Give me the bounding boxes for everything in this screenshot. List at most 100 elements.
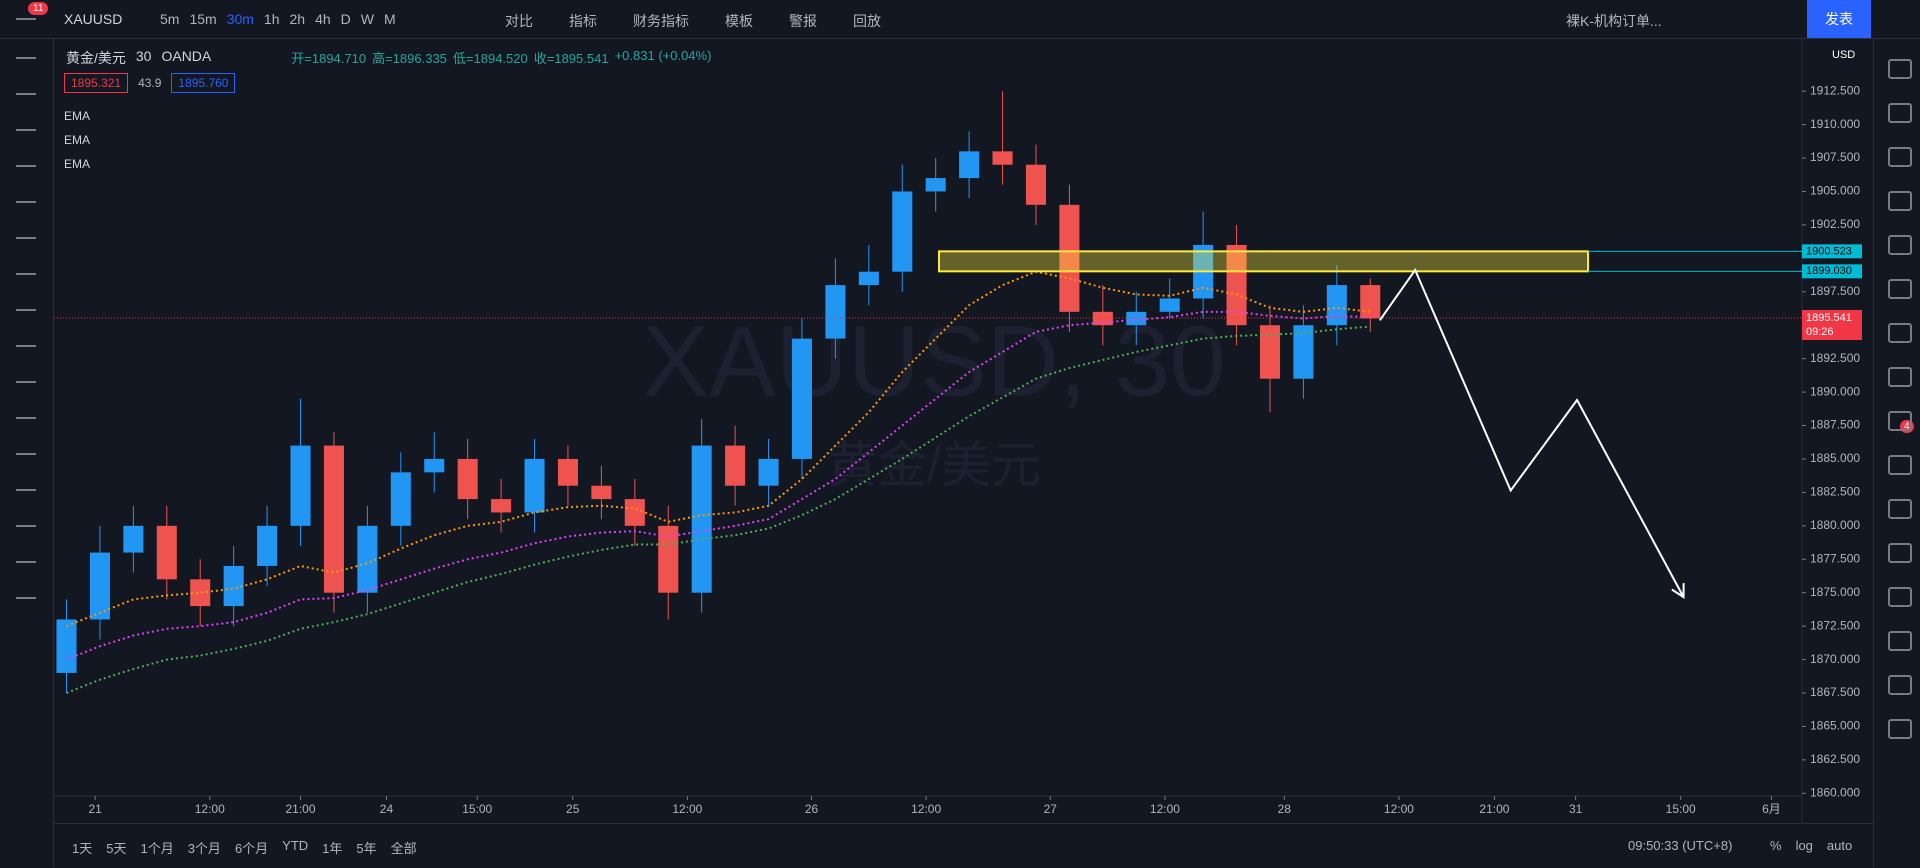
option-button[interactable]: auto xyxy=(1826,838,1853,853)
sidebar-icon[interactable] xyxy=(1888,367,1912,387)
tool-icon[interactable] xyxy=(16,237,36,239)
candle-body xyxy=(691,445,712,593)
ema-line xyxy=(66,310,1371,661)
buttons: 对比 指标 财务指标 模板 警报 回放 xyxy=(505,11,881,31)
publish-button[interactable]: 发表 xyxy=(1807,0,1871,38)
tool-icon[interactable] xyxy=(16,273,36,275)
sidebar-icon[interactable] xyxy=(1888,675,1912,695)
indicator[interactable]: EMA xyxy=(64,133,91,147)
option-button[interactable]: log xyxy=(1795,838,1813,853)
candle-body xyxy=(357,525,378,593)
ohlc-value[interactable]: 收=1895.541 xyxy=(533,51,609,66)
range-button[interactable]: 1天 xyxy=(72,841,93,856)
projection-path xyxy=(1379,267,1685,598)
candle-body xyxy=(992,151,1013,165)
tool-icon[interactable] xyxy=(16,57,36,59)
tool-icon[interactable] xyxy=(16,165,36,167)
tool-icon[interactable] xyxy=(16,453,36,455)
sidebar-icon[interactable] xyxy=(1888,279,1912,299)
tool-icon[interactable] xyxy=(16,309,36,311)
candle-body xyxy=(491,499,512,513)
sidebar-icon[interactable] xyxy=(1888,191,1912,211)
x-tick-label: 28 xyxy=(1278,802,1292,816)
option-button[interactable]: % xyxy=(1770,838,1782,853)
candle-body xyxy=(1226,244,1247,326)
sidebar-icon[interactable] xyxy=(1888,235,1912,255)
candle-body xyxy=(323,445,344,593)
sidebar-icon[interactable] xyxy=(1888,323,1912,343)
tool-icon[interactable] xyxy=(16,93,36,95)
indicator[interactable]: EMA xyxy=(64,109,91,123)
range-button[interactable]: 5天 xyxy=(106,841,127,856)
tool-icon[interactable] xyxy=(16,345,36,347)
sidebar-icon[interactable] xyxy=(1888,499,1912,519)
toolbar-button[interactable]: 财务指标 xyxy=(633,13,689,29)
ohlc-value[interactable]: 低=1894.520 xyxy=(452,51,528,66)
interval-button[interactable]: M xyxy=(384,11,396,27)
interval-button[interactable]: 4h xyxy=(315,11,331,27)
y-tick-label: 1880.000 xyxy=(1810,518,1860,532)
range-button[interactable]: 6个月 xyxy=(234,841,269,856)
toolbar-button[interactable]: 模板 xyxy=(725,13,753,29)
sidebar-icon[interactable] xyxy=(1888,631,1912,651)
drawing-toolbar xyxy=(0,39,54,867)
range-button[interactable]: 3个月 xyxy=(187,841,221,856)
tool-icon[interactable] xyxy=(16,489,36,491)
sidebar-icon[interactable] xyxy=(1888,103,1912,123)
toolbar-button[interactable]: 回放 xyxy=(853,13,881,29)
range-button[interactable]: 5年 xyxy=(356,841,377,856)
range-button[interactable]: YTD xyxy=(282,838,309,853)
interval-button[interactable]: 15m xyxy=(189,11,217,27)
candle-body xyxy=(892,191,913,272)
tool-icon[interactable] xyxy=(16,201,36,203)
interval-button[interactable]: 2h xyxy=(289,11,306,27)
toolbar-button[interactable]: 警报 xyxy=(789,13,817,29)
y-tick-label: 1877.500 xyxy=(1810,551,1860,565)
interval-button[interactable]: 1h xyxy=(263,11,280,27)
sidebar-icon[interactable] xyxy=(1888,59,1912,79)
options: % log auto xyxy=(1770,838,1852,853)
ohlc-value[interactable]: +0.831 (+0.04%) xyxy=(614,48,712,63)
candle-body xyxy=(156,525,177,580)
sidebar-icon[interactable] xyxy=(1888,147,1912,167)
candle-body xyxy=(390,472,411,526)
toolbar-button[interactable]: 指标 xyxy=(569,13,597,29)
tool-icon[interactable] xyxy=(16,417,36,419)
ohlc-value[interactable]: 开=1894.710 xyxy=(291,51,367,66)
tool-icon[interactable] xyxy=(16,381,36,383)
symbol[interactable]: XAUUSD xyxy=(64,11,123,27)
interval-button[interactable]: 30m xyxy=(226,11,254,27)
sidebar-icon[interactable] xyxy=(1888,587,1912,607)
last-price-label: 1895.541 xyxy=(1806,312,1852,324)
ema-line xyxy=(66,325,1371,694)
candle-body xyxy=(1159,298,1180,312)
interval-button[interactable]: D xyxy=(340,11,351,27)
ohlc-value[interactable]: 高=1896.335 xyxy=(372,51,447,66)
bid[interactable]: 1895.321 xyxy=(64,73,129,93)
sidebar-icon[interactable] xyxy=(1888,719,1912,739)
ask[interactable]: 1895.760 xyxy=(171,73,236,93)
tool-icon[interactable] xyxy=(16,597,36,599)
tool-icon[interactable] xyxy=(16,561,36,563)
candle-body xyxy=(190,579,211,607)
candle-body xyxy=(56,619,77,673)
sidebar-icon[interactable] xyxy=(1888,543,1912,563)
interval-button[interactable]: 5m xyxy=(160,11,180,27)
range-button[interactable]: 1年 xyxy=(322,841,343,856)
tool-icon[interactable] xyxy=(16,525,36,527)
tool-icon[interactable] xyxy=(16,129,36,131)
menu-icon[interactable] xyxy=(16,18,36,20)
layout-name[interactable]: 裸K-机构订单... xyxy=(1566,13,1662,29)
candle-body xyxy=(624,499,645,526)
range-button[interactable]: 全部 xyxy=(390,841,417,856)
interval-button[interactable]: W xyxy=(360,11,374,27)
y-tick-label: 1887.500 xyxy=(1810,418,1860,432)
sidebar-icon[interactable] xyxy=(1888,411,1912,431)
bottom-toolbar: 1天 5天 1个月 3个月 6个月 YTD 1年 5年 全部 09:50:33 (UTC+8) … xyxy=(54,823,1873,868)
range-button[interactable]: 1个月 xyxy=(140,841,174,856)
indicator[interactable]: EMA xyxy=(64,157,91,171)
sidebar-icon[interactable] xyxy=(1888,455,1912,475)
toolbar-button[interactable]: 对比 xyxy=(505,13,533,29)
right-sidebar: 4 xyxy=(1873,39,1920,867)
